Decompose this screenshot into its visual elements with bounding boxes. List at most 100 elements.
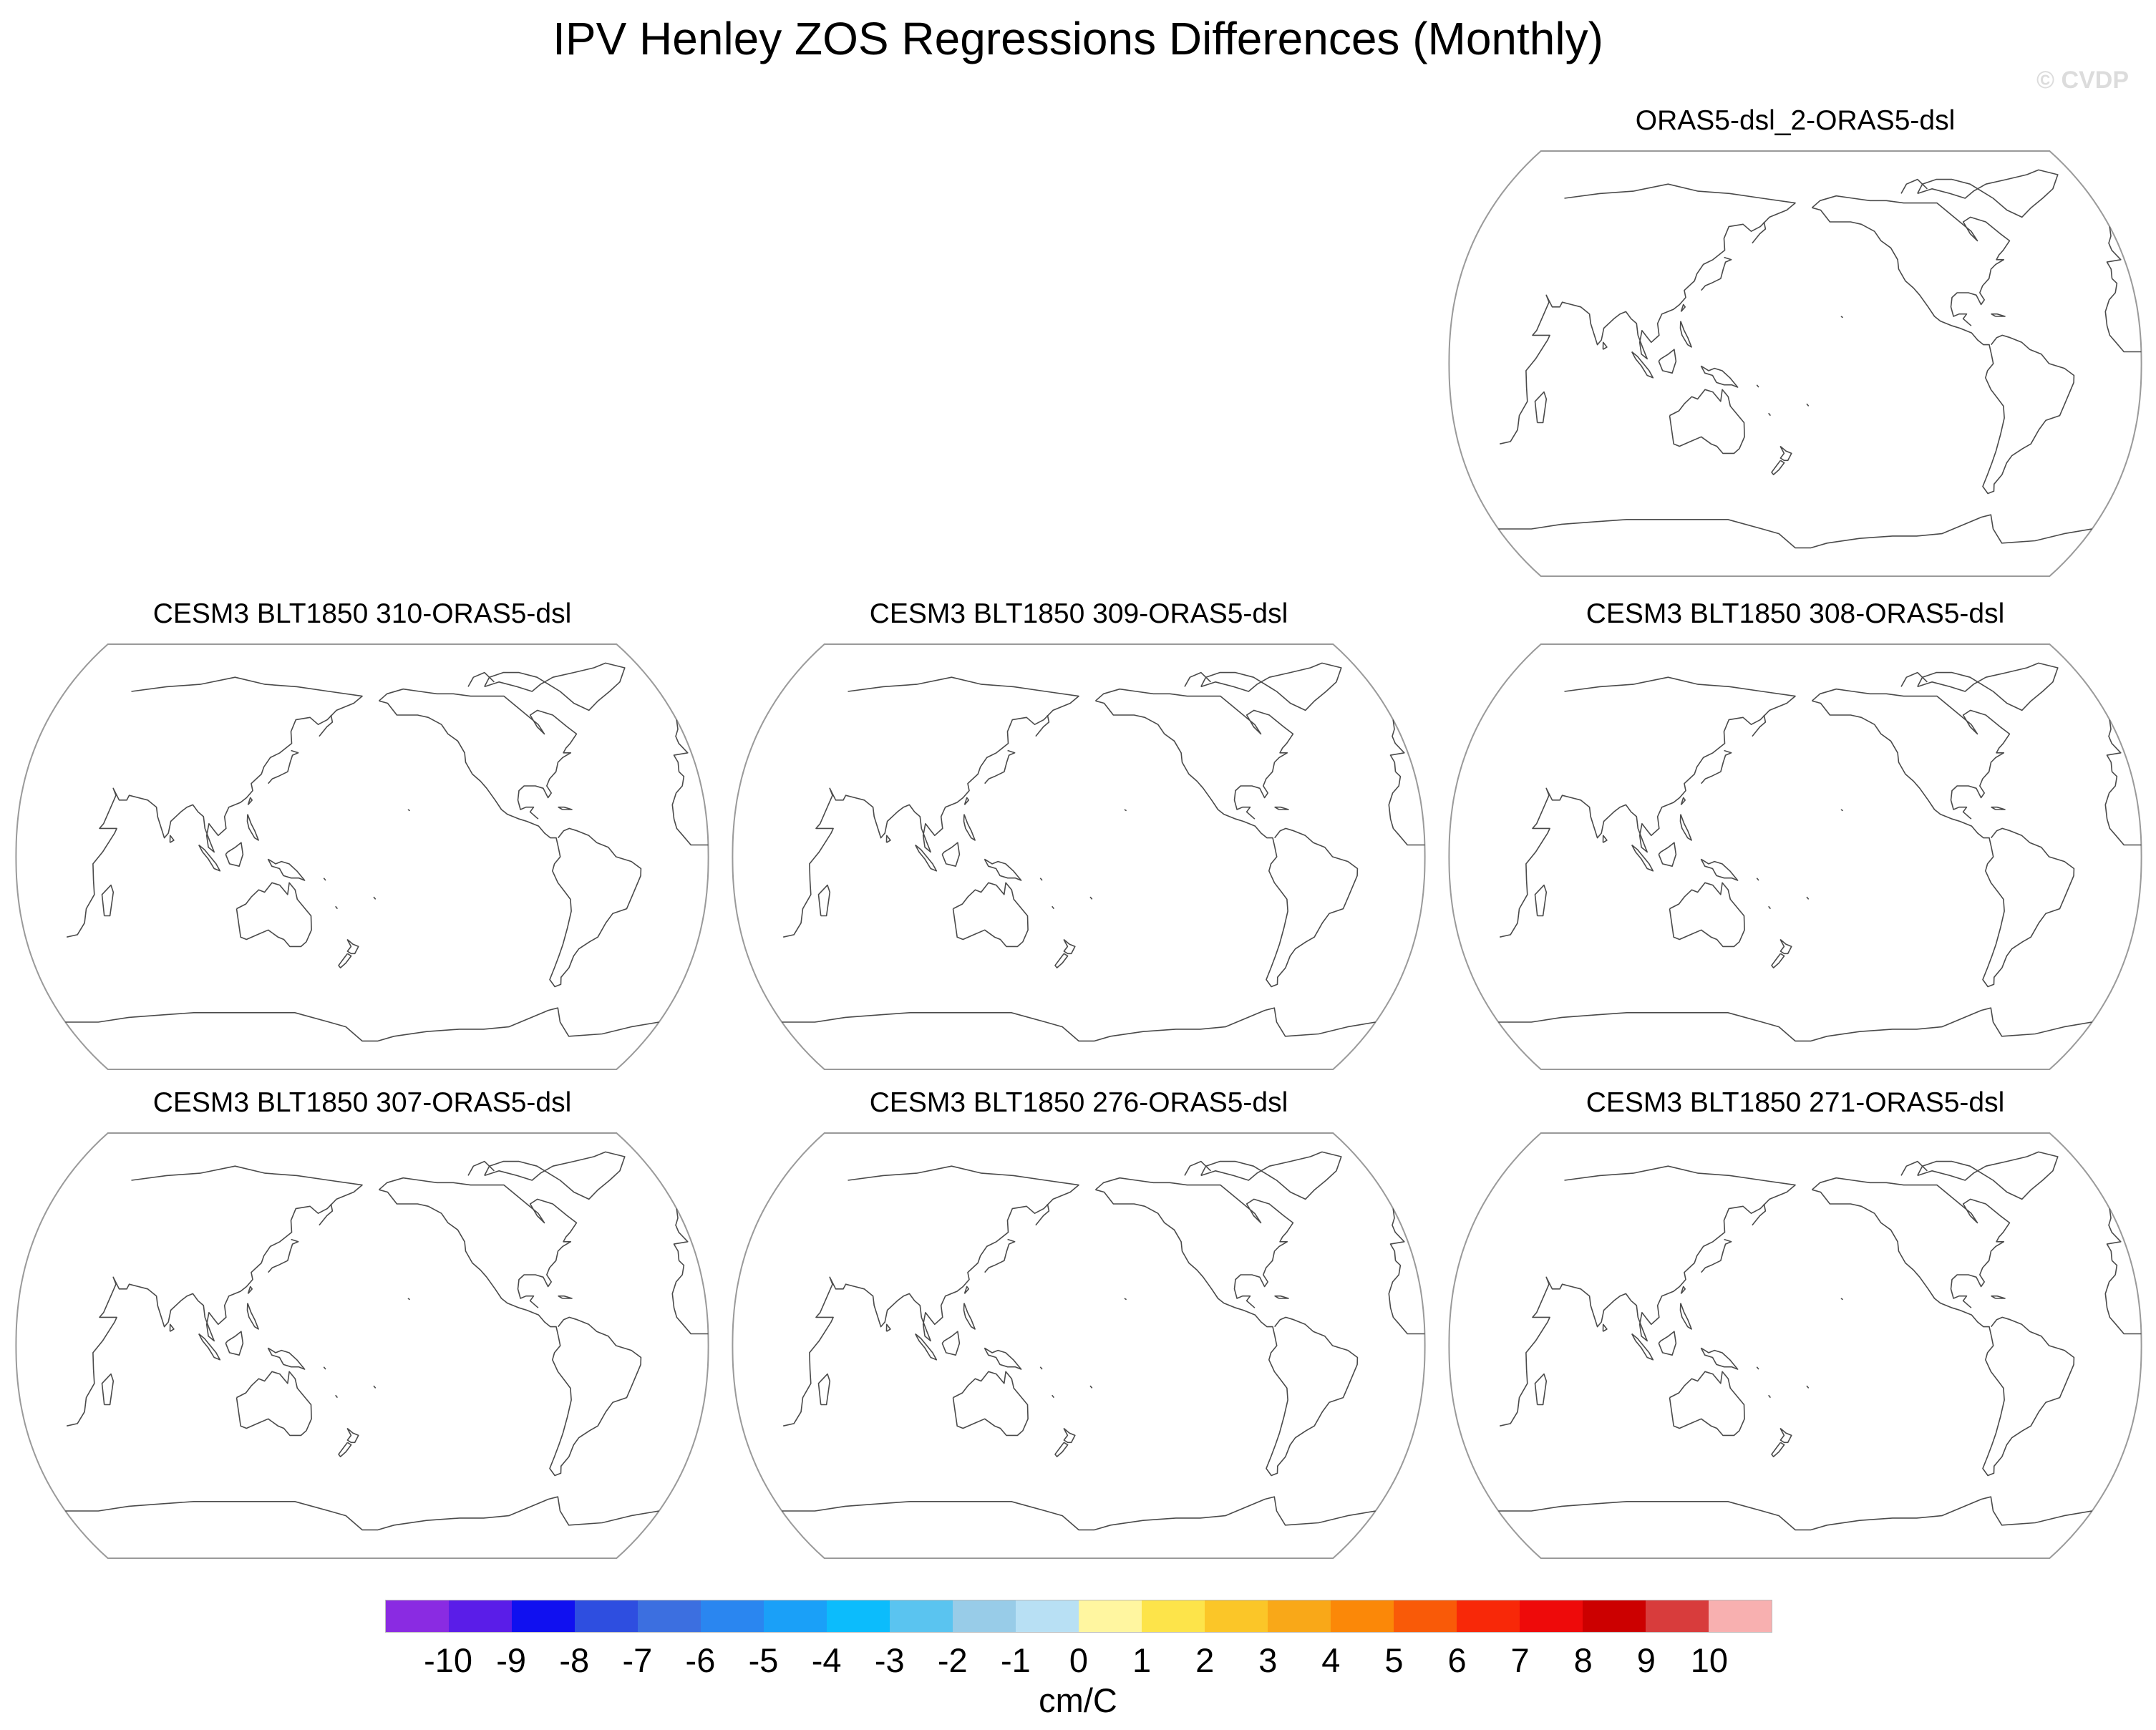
- coastline: [963, 797, 969, 805]
- coastline: [1917, 662, 2059, 711]
- coastline: [346, 938, 359, 955]
- coastline: [1701, 1238, 1732, 1273]
- coastline: [1669, 389, 1745, 455]
- coastline: [1063, 1427, 1076, 1444]
- colorbar-tick-label: -9: [496, 1641, 527, 1679]
- colorbar-box: [575, 1600, 638, 1632]
- colorbar-tick-label: 4: [1321, 1641, 1341, 1679]
- colorbar-box: [638, 1600, 701, 1632]
- coastline: [1124, 809, 1127, 812]
- robinson-world-map: [1448, 150, 2142, 577]
- coastline: [1089, 896, 1093, 900]
- coastline: [65, 1007, 659, 1042]
- coastline: [1500, 183, 1796, 444]
- colorbar-tick-label: 8: [1573, 1641, 1593, 1679]
- colorbar-tick-label: -10: [424, 1641, 473, 1679]
- coastline: [484, 1151, 626, 1200]
- colorbar-box: [1205, 1600, 1268, 1632]
- coastline: [335, 905, 339, 910]
- coastline: [346, 1427, 359, 1444]
- coastline: [1701, 749, 1732, 784]
- coastline: [1680, 797, 1686, 805]
- coastline: [2104, 1260, 2142, 1335]
- coastline: [1812, 1189, 1992, 1336]
- coastline: [1982, 827, 2075, 988]
- coastline: [225, 842, 244, 867]
- coastline: [984, 1347, 1022, 1370]
- coastline: [1806, 896, 1810, 900]
- coastline: [338, 953, 352, 968]
- coastline: [1658, 349, 1677, 374]
- coastline: [1498, 1496, 2092, 1531]
- coastline: [1812, 207, 1992, 354]
- coastline: [1752, 1203, 1767, 1226]
- robinson-world-map: [732, 1132, 1426, 1559]
- coastline: [1991, 806, 2006, 810]
- coastline: [1768, 1394, 1772, 1399]
- coastline: [1631, 351, 1654, 379]
- coastline: [1679, 321, 1692, 348]
- coastline: [319, 1203, 334, 1226]
- map-panel-oras5-dsl-2: ORAS5-dsl_2-ORAS5-dsl: [1444, 103, 2146, 590]
- coastline: [914, 1333, 938, 1361]
- colorbar-box: [764, 1600, 827, 1632]
- colorbar-box: [1079, 1600, 1142, 1632]
- colorbar-tick-label: 9: [1636, 1641, 1656, 1679]
- coastline: [1035, 714, 1050, 737]
- robinson-world-map: [732, 643, 1426, 1070]
- coastline: [379, 1189, 559, 1336]
- map-panel-cesm3-271: CESM3 BLT1850 271-ORAS5-dsl: [1444, 1085, 2146, 1572]
- map-boundary: [1448, 1132, 2142, 1559]
- coastline: [1779, 938, 1792, 955]
- panel-title: CESM3 BLT1850 307-ORAS5-dsl: [152, 1087, 572, 1118]
- coastline: [549, 827, 642, 988]
- coastline: [963, 814, 976, 841]
- colorbar-tick-label: 7: [1510, 1641, 1530, 1679]
- coastline: [984, 858, 1022, 881]
- coastline: [1700, 858, 1739, 881]
- coastline: [1669, 882, 1745, 948]
- coastline: [1779, 445, 1792, 462]
- coastline: [1274, 1295, 1289, 1299]
- coastline: [1900, 178, 1928, 194]
- map-panel-cesm3-307: CESM3 BLT1850 307-ORAS5-dsl: [11, 1085, 713, 1572]
- coastline: [1900, 1160, 1928, 1176]
- coastline: [1771, 460, 1785, 475]
- colorbar-box: [1709, 1600, 1772, 1632]
- map-panel-cesm3-309: CESM3 BLT1850 309-ORAS5-dsl: [728, 596, 1429, 1083]
- colorbar-tick-label: 0: [1069, 1641, 1089, 1679]
- colorbar-box: [1016, 1600, 1079, 1632]
- panel-title: CESM3 BLT1850 309-ORAS5-dsl: [869, 598, 1288, 629]
- coastline: [952, 882, 1029, 948]
- coastline: [1052, 905, 1055, 910]
- coastline: [1840, 809, 1844, 812]
- coastline: [782, 1496, 1376, 1531]
- coastline: [783, 676, 1079, 938]
- colorbar-box: [827, 1600, 890, 1632]
- colorbar-tick-label: 1: [1132, 1641, 1152, 1679]
- colorbar-box: [701, 1600, 764, 1632]
- coastline: [2106, 226, 2122, 279]
- coastline: [1095, 1189, 1276, 1336]
- coastline: [1602, 341, 1608, 350]
- coastline: [1680, 303, 1686, 312]
- coastline: [671, 1260, 709, 1335]
- coastline: [1756, 384, 1759, 388]
- robinson-world-map: [1448, 643, 2142, 1070]
- coastline: [941, 842, 961, 867]
- colorbar-box: [449, 1600, 512, 1632]
- coastline: [984, 1238, 1016, 1273]
- coastline: [1388, 771, 1425, 846]
- coastline: [1035, 1203, 1050, 1226]
- colorbar-box: [1268, 1600, 1331, 1632]
- robinson-world-map: [15, 1132, 709, 1559]
- coastline: [268, 1238, 299, 1273]
- coastline: [782, 1007, 1376, 1042]
- coastline: [1900, 671, 1928, 687]
- coastline: [673, 1208, 689, 1261]
- coastline: [1806, 403, 1810, 407]
- coastline: [235, 1371, 312, 1437]
- coastline: [1779, 1427, 1792, 1444]
- coastline: [1498, 1007, 2092, 1042]
- colorbar-labels: -10 -9 -8 -7 -6 -5 -4 -3 -2 -1 0 1 2 3 4 5 6 7 8 9 10: [385, 1639, 1772, 1682]
